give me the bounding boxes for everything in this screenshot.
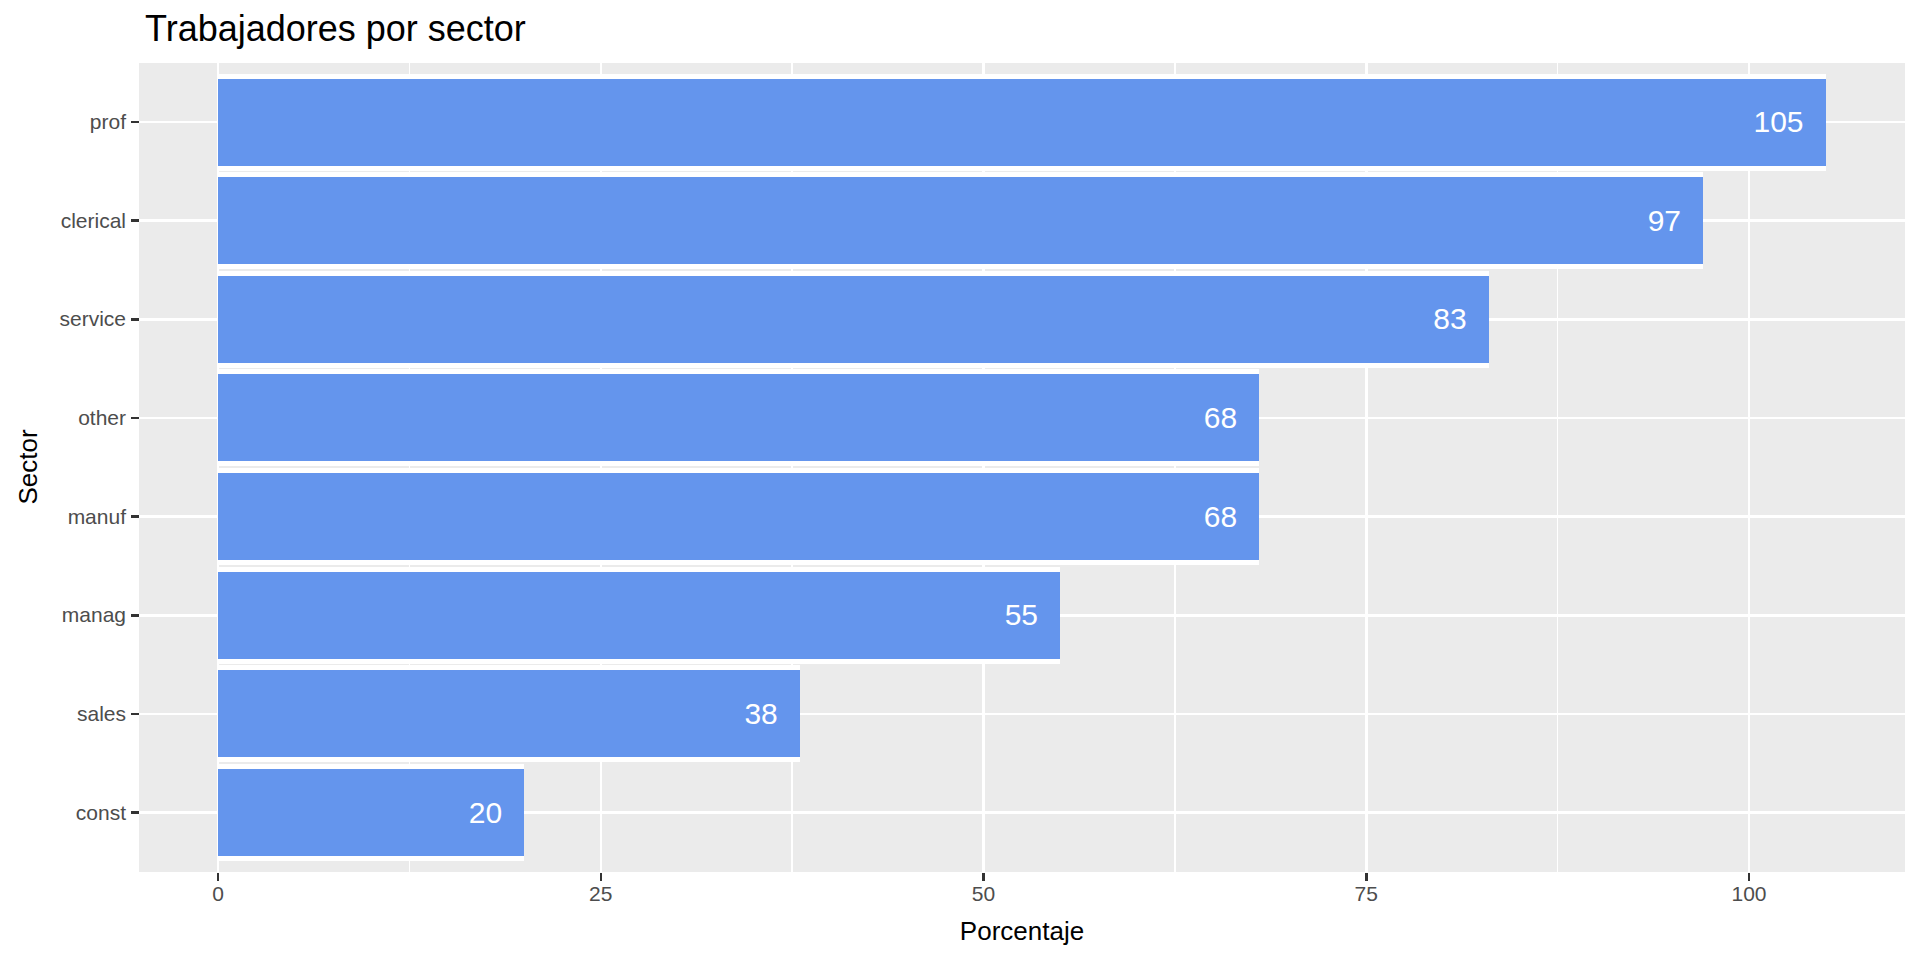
bar-manag: 55 xyxy=(218,567,1060,664)
x-tick-mark xyxy=(600,873,603,881)
y-tick-mark xyxy=(131,219,139,222)
y-tick-label: manag xyxy=(6,603,126,627)
x-tick-label: 100 xyxy=(1709,882,1789,906)
bar-prof: 105 xyxy=(218,74,1826,171)
bar-value-label: 83 xyxy=(1433,302,1488,336)
x-tick-mark xyxy=(217,873,220,881)
bar-value-label: 68 xyxy=(1204,401,1259,435)
vertical-gridline-major xyxy=(1748,63,1751,872)
bar-clerical: 97 xyxy=(218,172,1703,269)
bar-manuf: 68 xyxy=(218,468,1259,565)
x-tick-label: 0 xyxy=(178,882,258,906)
chart-figure: Trabajadores por sector 105 97 83 68 68 55 38 2… xyxy=(0,0,1920,960)
x-tick-label: 50 xyxy=(944,882,1024,906)
bar-service: 83 xyxy=(218,271,1489,368)
plot-panel: 105 97 83 68 68 55 38 20 xyxy=(139,63,1905,872)
y-tick-label: manuf xyxy=(6,505,126,529)
y-tick-label: clerical xyxy=(6,209,126,233)
x-tick-label: 25 xyxy=(561,882,641,906)
y-tick-mark xyxy=(131,811,139,814)
x-tick-mark xyxy=(982,873,985,881)
bar-sales: 38 xyxy=(218,665,800,762)
bar-value-label: 38 xyxy=(744,697,799,731)
bar-value-label: 68 xyxy=(1204,500,1259,534)
x-axis-title: Porcentaje xyxy=(822,914,1222,948)
bar-const: 20 xyxy=(218,764,524,861)
bar-other: 68 xyxy=(218,369,1259,466)
y-tick-label: sales xyxy=(6,702,126,726)
x-tick-label: 75 xyxy=(1326,882,1406,906)
x-tick-mark xyxy=(1748,873,1751,881)
y-tick-mark xyxy=(131,713,139,716)
x-tick-mark xyxy=(1365,873,1368,881)
y-tick-mark xyxy=(131,121,139,124)
y-tick-label: other xyxy=(6,406,126,430)
y-tick-label: const xyxy=(6,801,126,825)
plot-title: Trabajadores por sector xyxy=(145,8,526,50)
y-tick-mark xyxy=(131,417,139,420)
y-tick-mark xyxy=(131,614,139,617)
y-tick-mark xyxy=(131,515,139,518)
bar-value-label: 55 xyxy=(1005,598,1060,632)
y-tick-label: prof xyxy=(6,110,126,134)
y-axis-title: Sector xyxy=(13,427,43,507)
y-tick-label: service xyxy=(6,307,126,331)
bar-value-label: 105 xyxy=(1753,105,1825,139)
y-tick-mark xyxy=(131,318,139,321)
bar-value-label: 20 xyxy=(469,796,524,830)
bar-value-label: 97 xyxy=(1648,204,1703,238)
